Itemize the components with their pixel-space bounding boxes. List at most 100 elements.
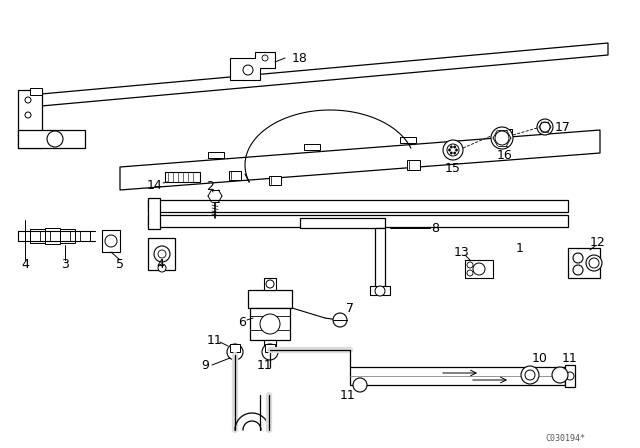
Text: 9: 9 [201,358,209,371]
Circle shape [156,241,170,255]
Bar [265,344,275,352]
Text: 11: 11 [207,333,223,346]
Polygon shape [148,215,568,227]
Text: 7: 7 [346,302,354,314]
Circle shape [375,286,385,296]
Text: 11: 11 [257,358,273,371]
Circle shape [158,250,166,258]
Polygon shape [568,248,600,278]
Circle shape [537,119,553,135]
Bar [230,344,240,352]
Circle shape [227,344,243,360]
Circle shape [586,255,602,271]
Circle shape [573,253,583,263]
Bar [229,171,241,180]
Text: 8: 8 [431,221,439,234]
Polygon shape [30,88,42,95]
Text: 13: 13 [454,246,470,258]
Text: 18: 18 [292,52,308,65]
Polygon shape [60,229,75,243]
Polygon shape [75,231,90,241]
Circle shape [450,146,452,148]
Polygon shape [230,52,275,80]
Text: 4: 4 [21,258,29,271]
Polygon shape [165,172,200,182]
Circle shape [573,265,583,275]
Polygon shape [264,340,276,350]
Polygon shape [18,90,42,148]
Circle shape [467,262,473,268]
Polygon shape [496,129,512,135]
Text: 5: 5 [116,258,124,271]
Text: 17: 17 [555,121,571,134]
Polygon shape [304,144,320,150]
Polygon shape [264,278,276,290]
Circle shape [467,270,473,276]
Polygon shape [45,228,60,244]
Circle shape [262,55,268,61]
Text: 16: 16 [497,148,513,161]
Polygon shape [208,151,224,158]
Polygon shape [30,43,608,107]
Polygon shape [30,229,45,243]
Text: C030194*: C030194* [545,434,585,443]
Polygon shape [120,130,600,190]
Text: 6: 6 [238,315,246,328]
Circle shape [154,246,170,262]
Polygon shape [300,218,385,228]
Text: 11: 11 [340,388,356,401]
Polygon shape [350,367,565,385]
Circle shape [353,378,367,392]
Text: 1: 1 [516,241,524,254]
Circle shape [262,344,278,360]
Circle shape [540,122,550,132]
Polygon shape [370,286,390,295]
Text: 4: 4 [156,258,164,271]
Text: 15: 15 [445,161,461,175]
Circle shape [47,131,63,147]
Circle shape [158,264,166,272]
Polygon shape [148,200,568,212]
Polygon shape [400,137,416,143]
Polygon shape [148,198,160,229]
Circle shape [552,367,568,383]
Circle shape [521,366,539,384]
Circle shape [25,112,31,118]
Circle shape [450,152,452,154]
Circle shape [448,149,451,151]
Text: 12: 12 [590,236,606,249]
Circle shape [266,280,274,288]
Bar [407,160,420,170]
Circle shape [473,263,485,275]
Circle shape [454,152,456,154]
Circle shape [105,235,117,247]
Circle shape [447,144,459,156]
Polygon shape [375,228,385,290]
Circle shape [454,146,456,148]
Text: 3: 3 [61,258,69,271]
Text: 11: 11 [562,352,578,365]
Text: 10: 10 [532,352,548,365]
Text: 2: 2 [206,180,214,193]
Circle shape [333,313,347,327]
Circle shape [566,372,574,380]
Polygon shape [565,365,575,387]
Circle shape [455,149,458,151]
Text: 14: 14 [147,178,163,191]
Circle shape [443,140,463,160]
Bar [102,230,120,252]
Circle shape [243,65,253,75]
Polygon shape [248,290,292,308]
Polygon shape [250,308,290,340]
Circle shape [525,370,535,380]
Bar [465,260,493,278]
Circle shape [491,127,513,149]
Polygon shape [148,238,175,270]
Bar [269,176,281,185]
Circle shape [589,258,599,268]
Circle shape [25,97,31,103]
Circle shape [495,131,509,145]
Circle shape [159,244,167,252]
Polygon shape [18,231,30,241]
Polygon shape [18,130,85,148]
